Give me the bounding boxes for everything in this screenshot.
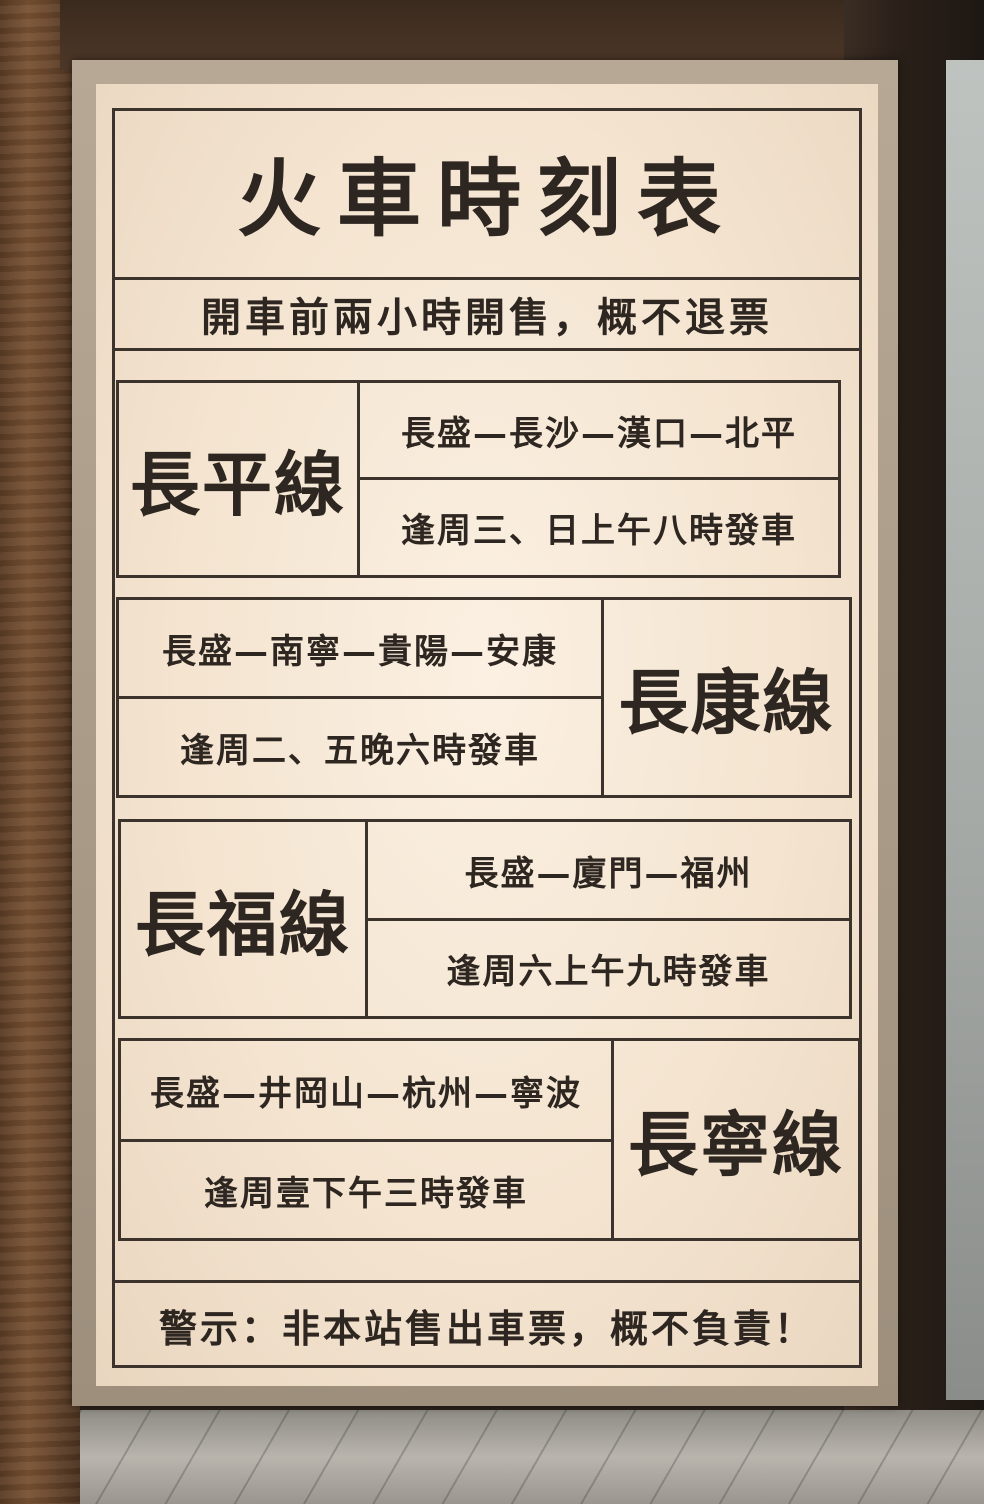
window-right: [946, 60, 984, 1400]
schedule-changkang: 逢周二、五晚六時發車: [116, 696, 604, 798]
line-name-changfu: 長福線: [118, 819, 368, 1019]
wooden-beam-top: [60, 0, 850, 70]
route-changfu: 長盛—廈門—福州: [365, 819, 852, 921]
schedule-changping: 逢周三、日上午八時發車: [357, 477, 841, 578]
ticket-sale-notice: 開車前兩小時開售，概不退票: [112, 277, 862, 351]
stone-wall-bottom: [80, 1410, 984, 1504]
line-name-changning: 長寧線: [611, 1038, 861, 1241]
timetable-title: 火車時刻表: [112, 108, 862, 280]
route-changning: 長盛—井岡山—杭州—寧波: [118, 1038, 614, 1142]
schedule-changning: 逢周壹下午三時發車: [118, 1139, 614, 1241]
route-changkang: 長盛—南寧—貴陽—安康: [116, 597, 604, 699]
wooden-wall-left: [0, 0, 80, 1504]
schedule-changfu: 逢周六上午九時發車: [365, 918, 852, 1019]
train-timetable-board: 火車時刻表 開車前兩小時開售，概不退票 長平線 長盛—長沙—漢口—北平 逢周三、…: [96, 84, 878, 1386]
line-name-changping: 長平線: [116, 380, 360, 578]
line-name-changkang: 長康線: [601, 597, 852, 798]
route-changping: 長盛—長沙—漢口—北平: [357, 380, 841, 480]
warning-notice: 警示：非本站售出車票，概不負責！: [112, 1280, 862, 1368]
